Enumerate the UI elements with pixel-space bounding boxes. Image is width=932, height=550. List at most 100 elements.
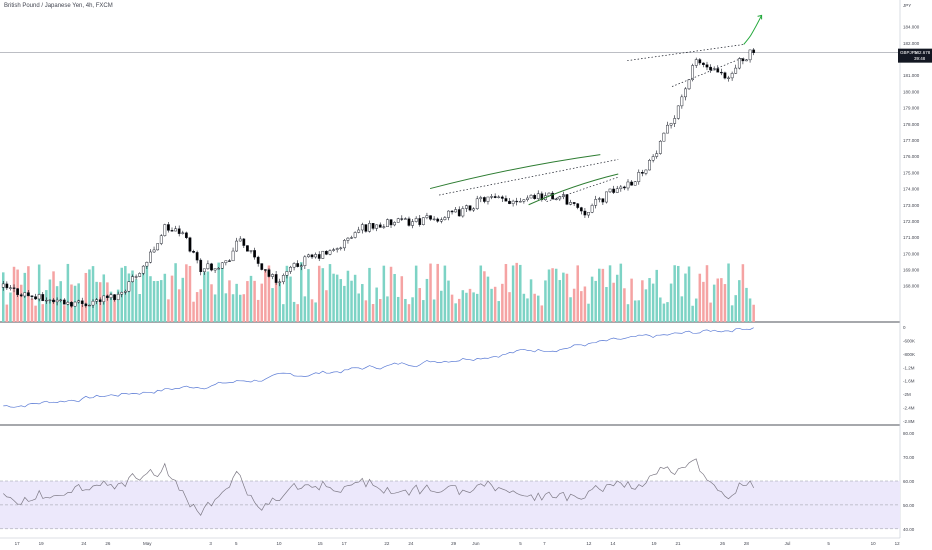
volume-bar (379, 299, 382, 322)
candle-up (91, 300, 95, 306)
time-tick-label: 12 (586, 541, 592, 546)
candle-up (299, 265, 303, 267)
volume-bar (475, 293, 479, 322)
candle-up (461, 208, 465, 217)
volume-bar (644, 289, 648, 322)
candle-up (48, 299, 52, 302)
candle-down (630, 181, 633, 186)
candle-up (382, 226, 386, 228)
candle-down (325, 250, 328, 255)
candle-down (565, 194, 569, 205)
candle-up (88, 304, 91, 307)
volume-bar (522, 293, 526, 322)
candle-up (156, 243, 160, 251)
candle-up (655, 153, 659, 157)
volume-bar (328, 264, 332, 322)
candle-up (181, 232, 185, 234)
volume-bar (727, 263, 730, 322)
candle-up (116, 293, 120, 301)
candle-up (648, 160, 651, 171)
volume-bar (45, 290, 48, 322)
volume-bar (465, 292, 468, 322)
candle-down (378, 224, 382, 228)
candle-up (332, 249, 335, 251)
volume-bar (145, 264, 149, 322)
candle-down (493, 196, 497, 198)
candle-down (540, 193, 544, 201)
volume-bar (673, 265, 676, 322)
volume-bar (440, 290, 443, 322)
volume-bar (109, 291, 113, 322)
time-tick-label: 10 (871, 541, 877, 546)
candle-up (231, 250, 235, 262)
volume-bar (321, 268, 325, 322)
volume-bar (368, 267, 371, 322)
volume-bar (371, 304, 375, 322)
volume-bar (296, 304, 299, 322)
volume-bar (41, 304, 45, 322)
volume-bar (691, 305, 694, 322)
volume-bar (443, 265, 447, 322)
candle-up (439, 219, 443, 222)
candle-up (425, 215, 429, 218)
time-tick-label: 5 (519, 541, 522, 546)
volume-bar (425, 278, 429, 322)
price-tick-label: 174.000 (903, 187, 920, 192)
candle-up (213, 268, 217, 271)
candle-down (167, 224, 170, 231)
volume-bar (34, 305, 37, 322)
volume-bar (163, 273, 167, 322)
volume-bar (224, 293, 228, 322)
candle-up (737, 58, 741, 69)
candle-up (77, 300, 81, 303)
volume-bar (106, 282, 109, 322)
volume-bar (612, 282, 615, 322)
candle-up (687, 79, 691, 90)
candle-down (508, 200, 511, 204)
volume-bar (680, 296, 684, 322)
time-tick-label: 24 (408, 541, 414, 546)
obv-pane: 0 -600K -800K -1.2M -1.6M -2M -2.4M -2.8M (3, 325, 915, 424)
price-tick-label: 169.000 (903, 268, 920, 273)
grid (0, 0, 901, 539)
volume-bar (231, 294, 235, 322)
price-tick-label: 181.000 (903, 73, 920, 78)
volume-bar (702, 281, 705, 322)
candle-down (576, 203, 580, 208)
volume-bar (655, 269, 658, 322)
volume-bar (346, 270, 350, 322)
rsi-tick-label: 50.00 (903, 503, 915, 508)
candle-up (281, 275, 285, 283)
volume-bar (544, 280, 547, 322)
candle-up (206, 263, 210, 270)
candle-down (723, 72, 727, 79)
obv-tick-label: -1.6M (903, 379, 915, 384)
volume-bar (88, 269, 91, 322)
candle-up (615, 188, 619, 193)
time-tick-label: 17 (15, 541, 21, 546)
candle-up (360, 224, 364, 231)
candle-down (450, 210, 454, 213)
volume-bar (303, 296, 307, 322)
volume-bar (317, 265, 321, 322)
volume-bar (361, 284, 364, 322)
candle-up (658, 140, 662, 154)
candle-up (479, 197, 483, 200)
time-tick-label: 5 (235, 541, 238, 546)
volume-bar (339, 279, 343, 322)
volume-bar (526, 298, 529, 322)
candle-up (637, 172, 641, 182)
candle-down (16, 288, 19, 295)
volume-bar (282, 304, 285, 322)
candle-down (27, 292, 30, 297)
volume-bar (177, 289, 181, 322)
volume-bar (353, 274, 357, 322)
volume-bar (598, 268, 601, 322)
candle-up (335, 248, 339, 250)
dotted-trendline (546, 176, 619, 202)
time-tick-label: 12 (895, 541, 901, 546)
volume-bar (615, 274, 619, 322)
candle-up (131, 276, 134, 282)
volume-bar (307, 269, 310, 322)
candle-up (748, 49, 752, 61)
